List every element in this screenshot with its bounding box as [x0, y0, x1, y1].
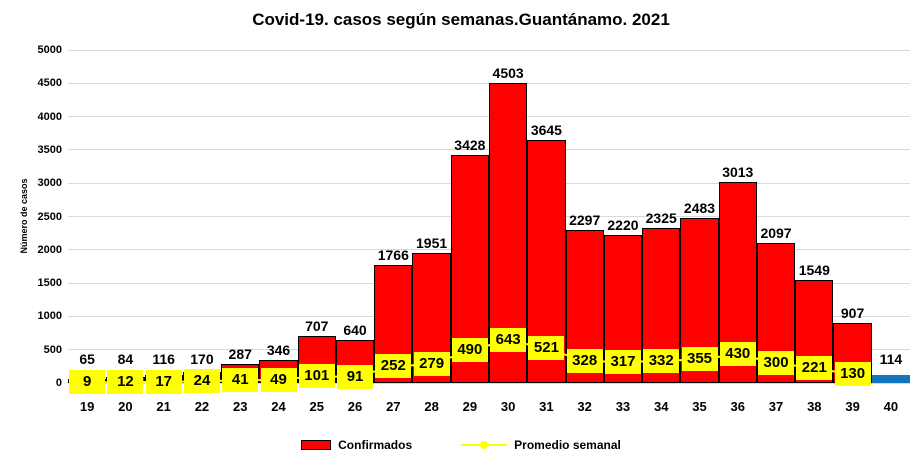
y-tick-label: 1500 [37, 277, 62, 290]
x-tick-label: 36 [730, 399, 745, 414]
legend-promedio-label: Promedio semanal [514, 438, 621, 452]
x-tick-label: 31 [539, 399, 554, 414]
x-tick-label: 40 [883, 399, 899, 414]
legend-confirmados-label: Confirmados [338, 438, 413, 452]
y-tick-label: 2500 [37, 210, 62, 223]
avg-value-label: 49 [260, 367, 297, 392]
x-tick-label: 34 [653, 399, 669, 414]
x-tick-label: 19 [79, 399, 95, 414]
avg-value-label: 490 [451, 338, 488, 363]
bar-value-label: 114 [879, 351, 903, 367]
bar-value-label: 2297 [569, 212, 601, 228]
bar-value-label: 346 [266, 342, 291, 358]
y-tick-label: 5000 [37, 44, 62, 56]
y-tick-label: 1000 [37, 310, 62, 323]
bar-value-label: 640 [343, 322, 367, 338]
avg-value-label: 221 [796, 356, 833, 381]
x-tick-label: 20 [118, 399, 133, 414]
bar-value-label: 3013 [722, 164, 754, 180]
avg-value-label: 430 [719, 342, 756, 367]
gridline [68, 382, 910, 384]
bar-value-label: 2483 [683, 200, 716, 216]
chart-title: Covid-19. casos según semanas.Guantánamo… [252, 10, 670, 29]
avg-value-label: 17 [145, 369, 182, 394]
bar-value-label: 1951 [416, 235, 448, 251]
avg-value-label: 252 [375, 354, 412, 379]
bar-value-label: 707 [305, 318, 329, 334]
bar-value-label: 2220 [607, 217, 639, 233]
bar-value-label: 1549 [798, 262, 830, 278]
y-tick-label: 500 [43, 343, 62, 356]
x-tick-label: 23 [232, 399, 248, 414]
bar-value-label: 4503 [492, 65, 524, 81]
y-tick-label: 3500 [37, 143, 62, 156]
avg-value-label: 328 [566, 349, 603, 374]
avg-value-label: 91 [337, 364, 374, 389]
bar-value-label: 2097 [760, 225, 792, 241]
y-tick-label: 0 [55, 377, 62, 389]
x-tick-label: 22 [194, 399, 210, 414]
legend-promedio-marker-icon [461, 440, 508, 450]
bar-value-label: 3645 [530, 122, 562, 138]
avg-value-label: 101 [298, 364, 335, 389]
promedio-line [83, 336, 857, 387]
x-tick-label: 37 [768, 399, 784, 414]
avg-value-label: 41 [222, 368, 259, 393]
bar-value-label: 3428 [454, 137, 486, 153]
avg-value-label: 130 [834, 362, 871, 387]
gridline [68, 49, 910, 51]
y-tick-label: 2000 [37, 243, 62, 256]
x-tick-label: 32 [577, 399, 592, 414]
bar-value-label: 170 [190, 351, 214, 367]
avg-value-label: 332 [643, 348, 680, 373]
x-tick-label: 28 [424, 399, 439, 414]
x-tick-label: 27 [386, 399, 401, 414]
avg-value-label: 24 [183, 369, 220, 394]
avg-value-label: 317 [604, 349, 641, 374]
bar-value-label: 287 [228, 346, 252, 362]
y-tick-label: 3000 [37, 177, 62, 190]
legend-dot-icon [480, 441, 489, 449]
bar-value-label: 907 [840, 305, 865, 321]
avg-value-label: 9 [69, 370, 106, 395]
x-tick-label: 26 [347, 399, 363, 414]
avg-value-label: 643 [490, 328, 527, 353]
bar-week-40 [872, 375, 910, 383]
x-tick-label: 25 [309, 399, 324, 414]
avg-value-label: 355 [681, 347, 718, 372]
x-tick-label: 30 [500, 399, 516, 414]
x-tick-label: 33 [615, 399, 631, 414]
bar-value-label: 1766 [377, 247, 409, 263]
bar-value-label: 2325 [645, 210, 677, 226]
x-tick-label: 39 [845, 399, 860, 414]
x-tick-label: 21 [156, 399, 171, 414]
avg-value-label: 12 [107, 370, 144, 395]
avg-value-label: 300 [758, 351, 795, 376]
bar-value-label: 116 [152, 351, 175, 367]
x-tick-label: 29 [462, 399, 478, 414]
x-tick-label: 38 [807, 399, 822, 414]
avg-value-label: 521 [528, 336, 565, 361]
x-tick-label: 24 [271, 399, 286, 414]
avg-value-label: 279 [413, 352, 450, 377]
bar-value-label: 84 [117, 351, 134, 367]
bar-value-label: 65 [79, 351, 95, 367]
y-tick-label: 4000 [37, 110, 62, 123]
x-tick-label: 35 [692, 399, 707, 414]
legend: Confirmados Promedio semanal [0, 438, 922, 452]
y-tick-label: 4500 [37, 77, 62, 90]
legend-confirmados-swatch-icon [301, 440, 332, 450]
